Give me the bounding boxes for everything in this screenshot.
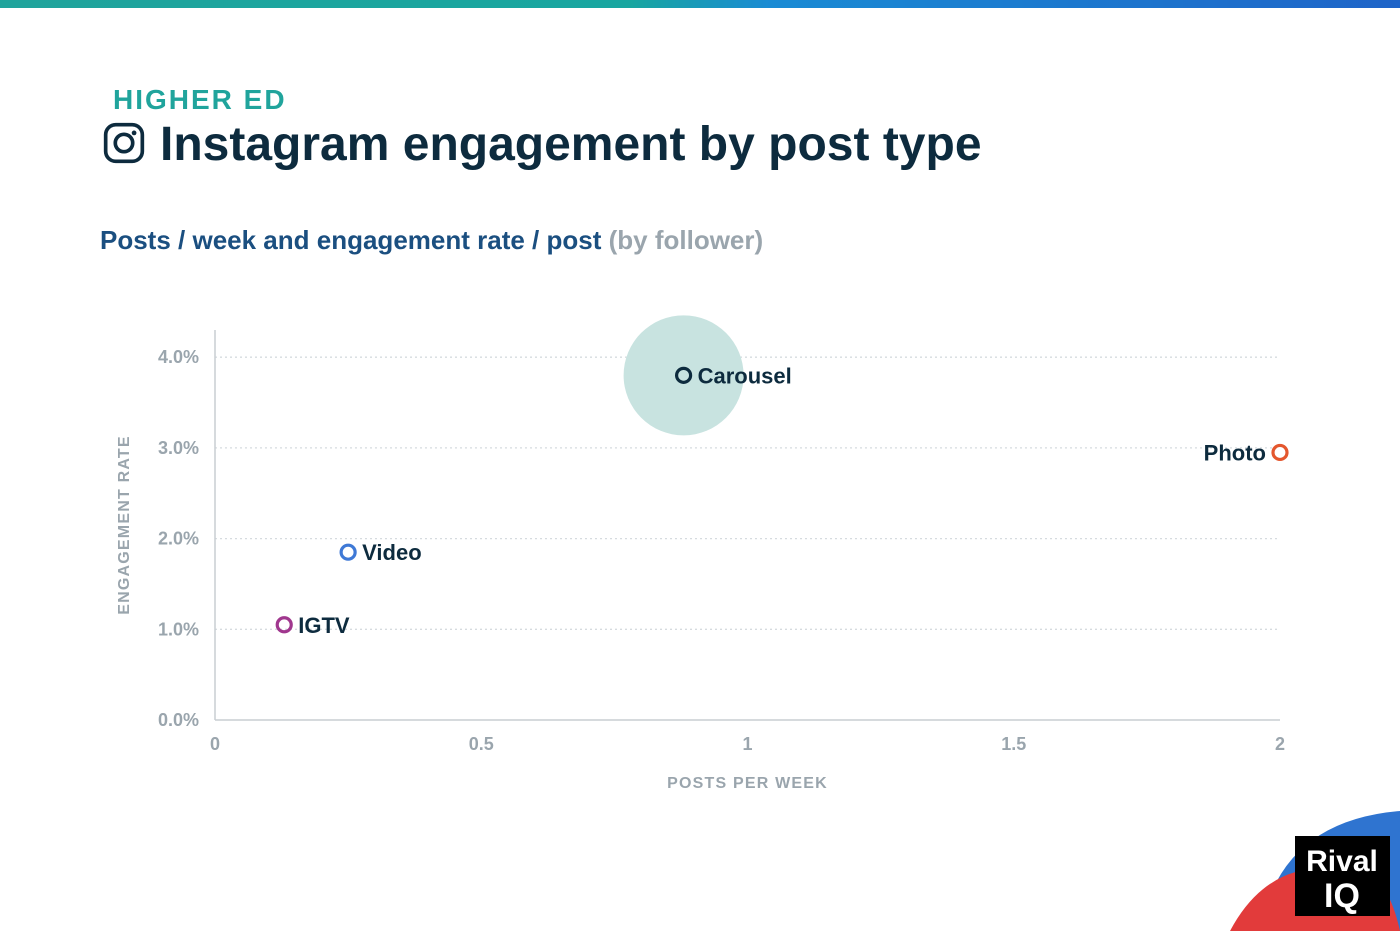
subtitle-bold: Posts / week and engagement rate / post [100,225,601,255]
logo-text-bottom: IQ [1324,877,1360,915]
x-tick-label: 2 [1275,734,1285,754]
y-tick-label: 3.0% [158,438,199,458]
scatter-chart: 0.0% 1.0% 2.0% 3.0% 4.0% 0 0.5 1 1.5 2 POSTS PER W… [110,310,1290,800]
blob-blue [1260,811,1400,931]
blob-red [1230,868,1400,931]
eyebrow-text: HIGHER ED [113,84,287,116]
x-tick-label: 1.5 [1001,734,1026,754]
logo-box [1295,836,1390,916]
instagram-icon [102,121,146,170]
chart-title: Instagram engagement by post type [160,120,982,170]
y-axis-label: ENGAGEMENT RATE [116,435,133,614]
chart-subtitle: Posts / week and engagement rate / post … [100,225,763,256]
scatter-point-label: IGTV [298,613,350,638]
logo-text-top: Rival [1306,845,1378,878]
scatter-point-label: Photo [1204,440,1266,465]
x-tick-label: 1 [742,734,752,754]
y-tick-label: 0.0% [158,710,199,730]
subtitle-light: (by follower) [609,225,764,255]
scatter-point [341,545,355,559]
y-tick-label: 2.0% [158,529,199,549]
y-tick-label: 4.0% [158,347,199,367]
x-tick-label: 0.5 [469,734,494,754]
title-row: Instagram engagement by post type [102,120,982,170]
scatter-point-label: Video [362,540,422,565]
y-tick-label: 1.0% [158,619,199,639]
scatter-point-label: Carousel [698,363,792,388]
x-tick-label: 0 [210,734,220,754]
scatter-point [277,618,291,632]
x-axis-label: POSTS PER WEEK [667,775,828,792]
scatter-point [1273,445,1287,459]
top-gradient-bar [0,0,1400,8]
